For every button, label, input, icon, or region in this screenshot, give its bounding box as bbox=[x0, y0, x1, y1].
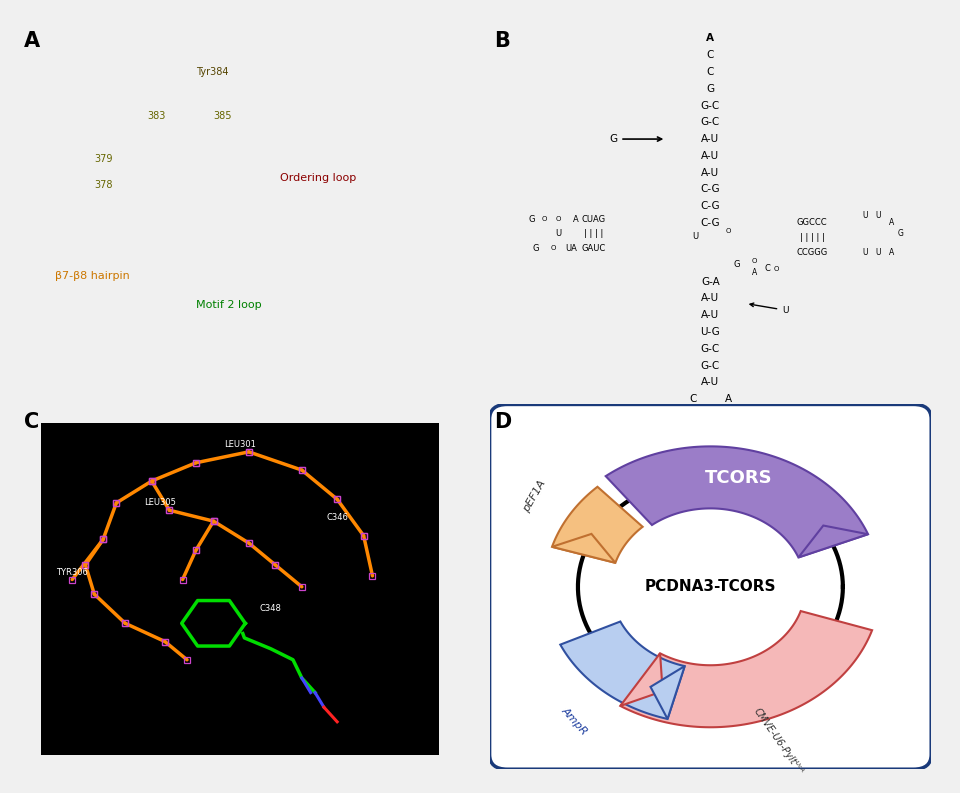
Text: O: O bbox=[774, 266, 780, 271]
Text: C: C bbox=[24, 412, 38, 431]
Polygon shape bbox=[552, 534, 615, 563]
Text: U-G: U-G bbox=[701, 327, 720, 337]
Text: A: A bbox=[707, 33, 714, 44]
Text: PCDNA3-TCORS: PCDNA3-TCORS bbox=[645, 580, 776, 594]
Text: UA: UA bbox=[565, 244, 577, 253]
Text: U: U bbox=[876, 211, 881, 220]
Polygon shape bbox=[552, 487, 642, 563]
Text: A-U: A-U bbox=[702, 134, 719, 144]
Text: O: O bbox=[752, 259, 757, 264]
Text: G-C: G-C bbox=[701, 101, 720, 110]
Text: pEF1A: pEF1A bbox=[521, 478, 547, 514]
Text: G: G bbox=[533, 244, 540, 253]
Text: 383: 383 bbox=[147, 111, 166, 121]
Text: A-U: A-U bbox=[702, 151, 719, 161]
Polygon shape bbox=[620, 653, 662, 706]
Text: C348: C348 bbox=[260, 604, 282, 613]
Text: 385: 385 bbox=[213, 111, 232, 121]
Text: C: C bbox=[689, 394, 696, 404]
Text: TYR306: TYR306 bbox=[57, 568, 88, 577]
Text: CMVE-U6-Pyltᵁᶜᴬ: CMVE-U6-Pyltᵁᶜᴬ bbox=[752, 706, 805, 776]
Text: CUA: CUA bbox=[700, 427, 721, 438]
Text: CCGGG: CCGGG bbox=[797, 247, 828, 257]
Text: GAUC: GAUC bbox=[581, 244, 606, 253]
Text: β7-β8 hairpin: β7-β8 hairpin bbox=[55, 271, 130, 282]
Text: | | | |: | | | | bbox=[584, 229, 603, 239]
Text: C346: C346 bbox=[326, 513, 348, 522]
Text: LEU301: LEU301 bbox=[224, 440, 256, 449]
Text: G-A: G-A bbox=[701, 277, 720, 287]
Text: 378: 378 bbox=[94, 180, 112, 190]
Text: GGCCC: GGCCC bbox=[797, 218, 828, 228]
Text: A: A bbox=[24, 31, 39, 51]
Text: G: G bbox=[733, 260, 740, 270]
Text: B: B bbox=[494, 31, 510, 51]
Polygon shape bbox=[606, 446, 868, 557]
Polygon shape bbox=[799, 526, 868, 557]
Text: G-C: G-C bbox=[701, 361, 720, 370]
Text: O: O bbox=[551, 246, 556, 251]
Text: A-U: A-U bbox=[702, 310, 719, 320]
Text: C-G: C-G bbox=[701, 201, 720, 211]
Text: A: A bbox=[573, 215, 579, 224]
Text: A: A bbox=[889, 247, 894, 257]
Text: O: O bbox=[542, 216, 547, 222]
Text: A-U: A-U bbox=[702, 377, 719, 387]
Polygon shape bbox=[561, 622, 684, 719]
Text: U: U bbox=[689, 411, 697, 421]
Text: C: C bbox=[707, 67, 714, 77]
Text: A: A bbox=[725, 411, 732, 421]
Text: Tyr384: Tyr384 bbox=[196, 67, 228, 77]
Text: TCORS: TCORS bbox=[705, 469, 772, 487]
Text: A-U: A-U bbox=[702, 293, 719, 304]
Text: LEU305: LEU305 bbox=[145, 499, 177, 508]
Text: A: A bbox=[725, 394, 732, 404]
Text: O: O bbox=[726, 228, 731, 235]
Text: G: G bbox=[898, 229, 903, 239]
Text: U: U bbox=[555, 229, 561, 239]
Text: C: C bbox=[707, 50, 714, 60]
Text: A: A bbox=[889, 218, 894, 228]
Text: O: O bbox=[556, 216, 561, 222]
FancyBboxPatch shape bbox=[490, 404, 931, 769]
Text: U: U bbox=[692, 232, 698, 240]
Text: A-U: A-U bbox=[702, 167, 719, 178]
Text: Motif 2 loop: Motif 2 loop bbox=[196, 301, 261, 310]
Text: U: U bbox=[862, 247, 868, 257]
Text: U: U bbox=[876, 247, 881, 257]
Text: | | | | |: | | | | | bbox=[800, 233, 825, 242]
Text: CUAG: CUAG bbox=[582, 215, 606, 224]
Text: Ordering loop: Ordering loop bbox=[279, 173, 356, 182]
Text: G: G bbox=[528, 215, 535, 224]
Text: AmpR: AmpR bbox=[560, 705, 589, 737]
Text: 379: 379 bbox=[94, 155, 112, 164]
Text: C-G: C-G bbox=[701, 185, 720, 194]
Text: A: A bbox=[752, 268, 757, 277]
Text: G-C: G-C bbox=[701, 344, 720, 354]
Text: U: U bbox=[862, 211, 868, 220]
Text: C-G: C-G bbox=[701, 218, 720, 228]
Text: D: D bbox=[494, 412, 512, 431]
Polygon shape bbox=[620, 611, 872, 727]
Text: G: G bbox=[707, 84, 714, 94]
Text: U: U bbox=[750, 303, 789, 315]
Text: C: C bbox=[765, 264, 771, 273]
Text: G: G bbox=[610, 134, 661, 144]
Text: G-C: G-C bbox=[701, 117, 720, 128]
Polygon shape bbox=[651, 666, 684, 719]
